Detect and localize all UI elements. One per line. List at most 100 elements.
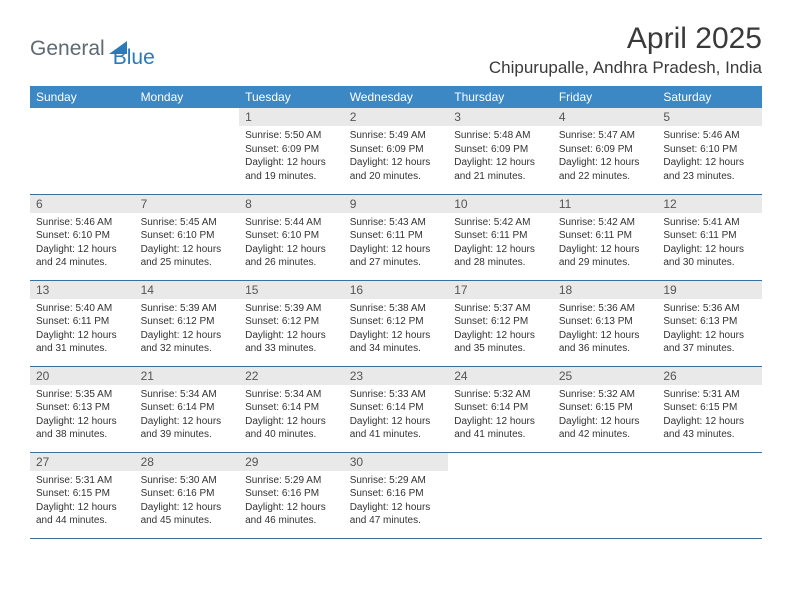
calendar-day-cell: .. bbox=[448, 452, 553, 538]
day-number: 6 bbox=[30, 195, 135, 213]
day-details: Sunrise: 5:36 AMSunset: 6:13 PMDaylight:… bbox=[657, 299, 762, 362]
logo: General Blue bbox=[30, 28, 155, 70]
weekday-header-row: Sunday Monday Tuesday Wednesday Thursday… bbox=[30, 86, 762, 108]
day-details: Sunrise: 5:43 AMSunset: 6:11 PMDaylight:… bbox=[344, 213, 449, 276]
calendar-day-cell: 17Sunrise: 5:37 AMSunset: 6:12 PMDayligh… bbox=[448, 280, 553, 366]
day-number: 25 bbox=[553, 367, 658, 385]
day-number: 3 bbox=[448, 108, 553, 126]
day-number: 15 bbox=[239, 281, 344, 299]
day-number: 17 bbox=[448, 281, 553, 299]
day-details: Sunrise: 5:47 AMSunset: 6:09 PMDaylight:… bbox=[553, 126, 658, 189]
calendar-day-cell: .. bbox=[30, 108, 135, 194]
calendar-day-cell: .. bbox=[553, 452, 658, 538]
weekday-header: Wednesday bbox=[344, 86, 449, 108]
calendar-week-row: 13Sunrise: 5:40 AMSunset: 6:11 PMDayligh… bbox=[30, 280, 762, 366]
day-details: Sunrise: 5:33 AMSunset: 6:14 PMDaylight:… bbox=[344, 385, 449, 448]
day-details: Sunrise: 5:31 AMSunset: 6:15 PMDaylight:… bbox=[657, 385, 762, 448]
calendar-week-row: 6Sunrise: 5:46 AMSunset: 6:10 PMDaylight… bbox=[30, 194, 762, 280]
day-number: 10 bbox=[448, 195, 553, 213]
day-details: Sunrise: 5:35 AMSunset: 6:13 PMDaylight:… bbox=[30, 385, 135, 448]
day-number: 21 bbox=[135, 367, 240, 385]
calendar-day-cell: 6Sunrise: 5:46 AMSunset: 6:10 PMDaylight… bbox=[30, 194, 135, 280]
day-details: Sunrise: 5:46 AMSunset: 6:10 PMDaylight:… bbox=[657, 126, 762, 189]
calendar-day-cell: 30Sunrise: 5:29 AMSunset: 6:16 PMDayligh… bbox=[344, 452, 449, 538]
calendar-day-cell: 23Sunrise: 5:33 AMSunset: 6:14 PMDayligh… bbox=[344, 366, 449, 452]
calendar-day-cell: 14Sunrise: 5:39 AMSunset: 6:12 PMDayligh… bbox=[135, 280, 240, 366]
logo-text-blue: Blue bbox=[113, 46, 155, 70]
day-number: 14 bbox=[135, 281, 240, 299]
calendar-day-cell: 1Sunrise: 5:50 AMSunset: 6:09 PMDaylight… bbox=[239, 108, 344, 194]
calendar-day-cell: 7Sunrise: 5:45 AMSunset: 6:10 PMDaylight… bbox=[135, 194, 240, 280]
day-details: Sunrise: 5:38 AMSunset: 6:12 PMDaylight:… bbox=[344, 299, 449, 362]
day-number: 24 bbox=[448, 367, 553, 385]
day-number: 1 bbox=[239, 108, 344, 126]
calendar-day-cell: 20Sunrise: 5:35 AMSunset: 6:13 PMDayligh… bbox=[30, 366, 135, 452]
day-details: Sunrise: 5:49 AMSunset: 6:09 PMDaylight:… bbox=[344, 126, 449, 189]
day-number: 5 bbox=[657, 108, 762, 126]
day-details: Sunrise: 5:45 AMSunset: 6:10 PMDaylight:… bbox=[135, 213, 240, 276]
calendar-week-row: 20Sunrise: 5:35 AMSunset: 6:13 PMDayligh… bbox=[30, 366, 762, 452]
day-number: 11 bbox=[553, 195, 658, 213]
day-details: Sunrise: 5:34 AMSunset: 6:14 PMDaylight:… bbox=[135, 385, 240, 448]
day-number: 4 bbox=[553, 108, 658, 126]
day-number: 26 bbox=[657, 367, 762, 385]
day-number: 7 bbox=[135, 195, 240, 213]
day-details: Sunrise: 5:44 AMSunset: 6:10 PMDaylight:… bbox=[239, 213, 344, 276]
calendar-day-cell: 5Sunrise: 5:46 AMSunset: 6:10 PMDaylight… bbox=[657, 108, 762, 194]
day-details: Sunrise: 5:39 AMSunset: 6:12 PMDaylight:… bbox=[135, 299, 240, 362]
weekday-header: Friday bbox=[553, 86, 658, 108]
day-number: 23 bbox=[344, 367, 449, 385]
calendar-day-cell: 4Sunrise: 5:47 AMSunset: 6:09 PMDaylight… bbox=[553, 108, 658, 194]
calendar-day-cell: 15Sunrise: 5:39 AMSunset: 6:12 PMDayligh… bbox=[239, 280, 344, 366]
calendar-week-row: ....1Sunrise: 5:50 AMSunset: 6:09 PMDayl… bbox=[30, 108, 762, 194]
day-details: Sunrise: 5:40 AMSunset: 6:11 PMDaylight:… bbox=[30, 299, 135, 362]
day-number: 13 bbox=[30, 281, 135, 299]
calendar-day-cell: 24Sunrise: 5:32 AMSunset: 6:14 PMDayligh… bbox=[448, 366, 553, 452]
day-details: Sunrise: 5:42 AMSunset: 6:11 PMDaylight:… bbox=[448, 213, 553, 276]
month-title: April 2025 bbox=[489, 22, 762, 56]
logo-text-general: General bbox=[30, 37, 105, 61]
title-block: April 2025 Chipurupalle, Andhra Pradesh,… bbox=[489, 22, 762, 78]
header: General Blue April 2025 Chipurupalle, An… bbox=[30, 22, 762, 78]
calendar-day-cell: 25Sunrise: 5:32 AMSunset: 6:15 PMDayligh… bbox=[553, 366, 658, 452]
weekday-header: Thursday bbox=[448, 86, 553, 108]
day-details: Sunrise: 5:37 AMSunset: 6:12 PMDaylight:… bbox=[448, 299, 553, 362]
day-number: 12 bbox=[657, 195, 762, 213]
location: Chipurupalle, Andhra Pradesh, India bbox=[489, 58, 762, 78]
calendar-day-cell: 29Sunrise: 5:29 AMSunset: 6:16 PMDayligh… bbox=[239, 452, 344, 538]
day-number: 8 bbox=[239, 195, 344, 213]
day-details: Sunrise: 5:29 AMSunset: 6:16 PMDaylight:… bbox=[344, 471, 449, 534]
weekday-header: Saturday bbox=[657, 86, 762, 108]
weekday-header: Sunday bbox=[30, 86, 135, 108]
calendar-day-cell: 12Sunrise: 5:41 AMSunset: 6:11 PMDayligh… bbox=[657, 194, 762, 280]
calendar-week-row: 27Sunrise: 5:31 AMSunset: 6:15 PMDayligh… bbox=[30, 452, 762, 538]
day-number: 9 bbox=[344, 195, 449, 213]
calendar-day-cell: 16Sunrise: 5:38 AMSunset: 6:12 PMDayligh… bbox=[344, 280, 449, 366]
day-details: Sunrise: 5:50 AMSunset: 6:09 PMDaylight:… bbox=[239, 126, 344, 189]
weekday-header: Tuesday bbox=[239, 86, 344, 108]
day-number: 16 bbox=[344, 281, 449, 299]
day-details: Sunrise: 5:30 AMSunset: 6:16 PMDaylight:… bbox=[135, 471, 240, 534]
day-details: Sunrise: 5:29 AMSunset: 6:16 PMDaylight:… bbox=[239, 471, 344, 534]
calendar-day-cell: 13Sunrise: 5:40 AMSunset: 6:11 PMDayligh… bbox=[30, 280, 135, 366]
calendar-day-cell: 19Sunrise: 5:36 AMSunset: 6:13 PMDayligh… bbox=[657, 280, 762, 366]
day-details: Sunrise: 5:31 AMSunset: 6:15 PMDaylight:… bbox=[30, 471, 135, 534]
day-details: Sunrise: 5:48 AMSunset: 6:09 PMDaylight:… bbox=[448, 126, 553, 189]
day-details: Sunrise: 5:34 AMSunset: 6:14 PMDaylight:… bbox=[239, 385, 344, 448]
day-details: Sunrise: 5:39 AMSunset: 6:12 PMDaylight:… bbox=[239, 299, 344, 362]
calendar-table: Sunday Monday Tuesday Wednesday Thursday… bbox=[30, 86, 762, 539]
day-number: 19 bbox=[657, 281, 762, 299]
day-details: Sunrise: 5:32 AMSunset: 6:14 PMDaylight:… bbox=[448, 385, 553, 448]
day-number: 2 bbox=[344, 108, 449, 126]
weekday-header: Monday bbox=[135, 86, 240, 108]
day-details: Sunrise: 5:41 AMSunset: 6:11 PMDaylight:… bbox=[657, 213, 762, 276]
calendar-day-cell: 21Sunrise: 5:34 AMSunset: 6:14 PMDayligh… bbox=[135, 366, 240, 452]
day-number: 29 bbox=[239, 453, 344, 471]
day-details: Sunrise: 5:42 AMSunset: 6:11 PMDaylight:… bbox=[553, 213, 658, 276]
calendar-day-cell: 27Sunrise: 5:31 AMSunset: 6:15 PMDayligh… bbox=[30, 452, 135, 538]
calendar-day-cell: 28Sunrise: 5:30 AMSunset: 6:16 PMDayligh… bbox=[135, 452, 240, 538]
calendar-day-cell: 3Sunrise: 5:48 AMSunset: 6:09 PMDaylight… bbox=[448, 108, 553, 194]
calendar-day-cell: 22Sunrise: 5:34 AMSunset: 6:14 PMDayligh… bbox=[239, 366, 344, 452]
day-number: 18 bbox=[553, 281, 658, 299]
day-details: Sunrise: 5:46 AMSunset: 6:10 PMDaylight:… bbox=[30, 213, 135, 276]
